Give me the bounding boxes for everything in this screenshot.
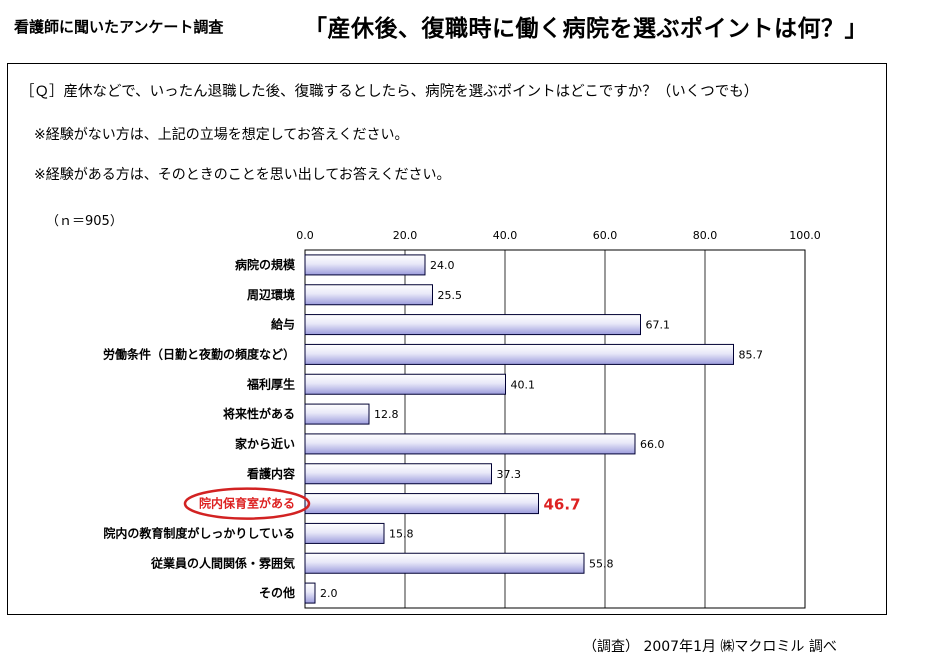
bar — [304, 463, 492, 485]
category-label: 病院の規模 — [235, 257, 296, 272]
x-tick-label: 20.0 — [393, 229, 418, 242]
value-label: 46.7 — [544, 496, 581, 514]
category-label: 従業員の人間関係・雰囲気 — [150, 555, 295, 570]
question-text: ［Ｑ］産休などで、いったん退職した後、復職するとしたら、病院を選ぶポイントはどこ… — [20, 84, 759, 100]
bar — [304, 433, 636, 455]
bar — [304, 493, 539, 515]
value-label: 85.7 — [739, 348, 764, 361]
value-label: 40.1 — [511, 378, 536, 391]
value-label: 37.3 — [497, 468, 522, 481]
bar — [304, 552, 585, 574]
value-label: 55.8 — [589, 557, 614, 570]
bar — [304, 582, 316, 604]
category-label: 将来性がある — [223, 406, 295, 421]
x-tick-label: 100.0 — [789, 229, 821, 242]
highlight-ellipse — [183, 487, 311, 520]
plot-area — [304, 249, 806, 609]
x-tick-label: 60.0 — [593, 229, 618, 242]
category-label: 家から近い — [235, 436, 295, 451]
category-label: 労働条件（日勤と夜勤の頻度など） — [103, 346, 295, 361]
bar — [304, 314, 641, 336]
x-tick-label: 0.0 — [296, 229, 314, 242]
value-label: 66.0 — [640, 438, 665, 451]
value-label: 67.1 — [646, 319, 671, 332]
bar — [304, 284, 433, 306]
bar — [304, 254, 426, 276]
page-title: 「産休後、復職時に働く病院を選ぶポイントは何？」 — [304, 16, 868, 42]
category-label: その他 — [259, 585, 295, 600]
bar — [304, 522, 385, 544]
category-label: 周辺環境 — [247, 287, 295, 302]
bar — [304, 373, 506, 395]
x-tick-label: 40.0 — [493, 229, 518, 242]
note-no-experience: ※経験がない方は、上記の立場を想定してお答えください。 — [34, 127, 409, 143]
chart-frame — [7, 63, 887, 615]
x-tick-label: 80.0 — [693, 229, 718, 242]
category-label: 院内の教育制度がしっかりしている — [103, 525, 295, 540]
value-label: 24.0 — [430, 259, 455, 272]
sample-size: （ｎ＝905） — [46, 214, 123, 229]
category-label: 給与 — [271, 317, 295, 332]
survey-label: 看護師に聞いたアンケート調査 — [14, 18, 224, 36]
value-label: 2.0 — [320, 587, 338, 600]
note-with-experience: ※経験がある方は、そのときのことを思い出してお答えください。 — [34, 167, 451, 183]
bar — [304, 343, 734, 365]
bar — [304, 403, 370, 425]
value-label: 12.8 — [374, 408, 399, 421]
survey-source: （調査） 2007年1月 ㈱マクロミル 調べ — [583, 639, 837, 655]
value-label: 25.5 — [438, 289, 463, 302]
category-label: 院内保育室がある — [199, 496, 295, 511]
value-label: 15.8 — [389, 527, 414, 540]
category-label: 福利厚生 — [246, 376, 295, 391]
category-label: 看護内容 — [247, 466, 295, 481]
